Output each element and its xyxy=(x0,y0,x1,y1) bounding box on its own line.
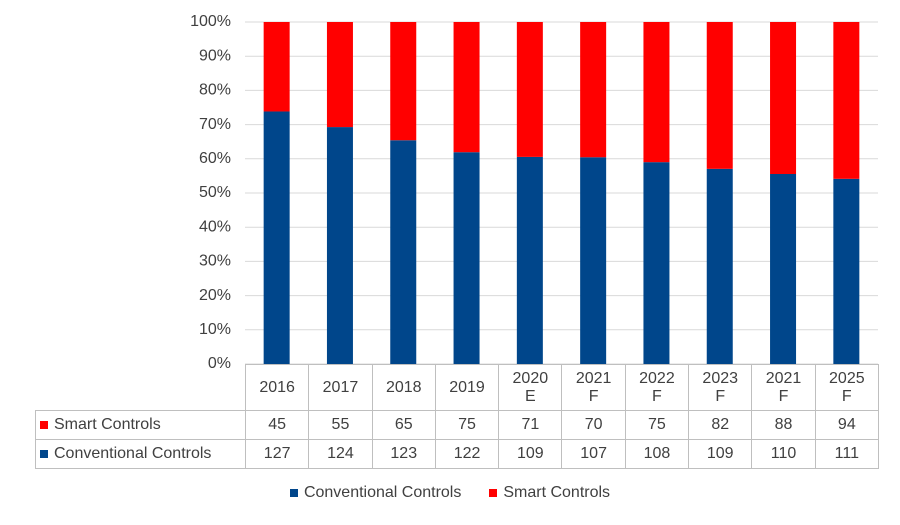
legend: Conventional Controls Smart Controls xyxy=(0,484,900,502)
x-tick-label: 2019 xyxy=(449,378,485,396)
value-cell: 110 xyxy=(751,439,816,469)
bar-segment xyxy=(516,22,543,157)
row-label: Conventional Controls xyxy=(35,439,246,469)
y-tick-label: 60% xyxy=(199,150,231,167)
bar-segment xyxy=(326,22,353,128)
value-cell: 109 xyxy=(688,439,753,469)
value-cell: 127 xyxy=(244,439,310,469)
y-tick-label: 10% xyxy=(199,321,231,338)
bar-segment xyxy=(833,22,860,179)
table-row: Smart Controls 45 55 65 75 71 70 75 82 88 94 xyxy=(35,410,879,440)
table-header-row: 2016 2017 2018 2019 2020 E 2021 F 2022 F 2023 F… xyxy=(35,364,879,411)
category-cell: 2016 xyxy=(244,364,310,411)
legend-key xyxy=(40,420,48,429)
y-tick-label: 80% xyxy=(199,82,231,99)
bar-segment xyxy=(833,178,860,364)
y-tick-label: 40% xyxy=(199,218,231,235)
x-tick-label: 2021 F xyxy=(765,369,802,405)
value-cell: 124 xyxy=(308,439,373,469)
y-tick-label: 100% xyxy=(190,13,231,30)
bar-segment xyxy=(706,22,733,169)
category-cell: 2025 F xyxy=(814,364,879,411)
category-cell: 2019 xyxy=(434,364,500,411)
category-cell: 2017 xyxy=(308,364,373,411)
table-corner xyxy=(35,364,246,411)
row-label-text: Smart Controls xyxy=(54,416,161,433)
bar-segment xyxy=(706,168,733,364)
legend-item: Conventional Controls xyxy=(289,484,462,501)
x-tick-label: 2017 xyxy=(322,378,359,396)
bar-segment xyxy=(453,152,480,364)
legend-label: Conventional Controls xyxy=(303,484,462,501)
value-cell: 65 xyxy=(371,410,436,440)
category-cell: 2018 xyxy=(371,364,436,411)
bar-segment xyxy=(643,22,670,163)
x-tick-label: 2020 E xyxy=(512,369,549,405)
legend-label: Smart Controls xyxy=(503,484,611,501)
x-tick-label: 2018 xyxy=(385,378,422,396)
y-tick-label: 20% xyxy=(199,287,231,304)
legend-key xyxy=(40,449,48,458)
y-tick-label: 30% xyxy=(199,253,231,270)
value-cell: 122 xyxy=(434,439,500,469)
value-cell: 107 xyxy=(561,439,626,469)
value-cell: 82 xyxy=(688,410,753,440)
x-tick-label: 2021 F xyxy=(575,369,612,405)
value-cell: 111 xyxy=(814,439,879,469)
data-table: 2016 2017 2018 2019 2020 E 2021 F 2022 F 2023 F… xyxy=(35,364,879,469)
value-cell: 109 xyxy=(498,439,563,469)
bar-segment xyxy=(390,140,417,364)
bar-segment xyxy=(263,22,290,112)
bar-segment xyxy=(580,22,607,158)
x-tick-label: 2025 F xyxy=(829,369,865,405)
value-cell: 108 xyxy=(624,439,690,469)
category-cell: 2023 F xyxy=(688,364,753,411)
bar-segment xyxy=(643,162,670,364)
y-tick-label: 70% xyxy=(199,116,231,133)
legend-key xyxy=(289,488,298,497)
bar-segment xyxy=(580,157,607,364)
value-cell: 75 xyxy=(624,410,690,440)
x-tick-label: 2016 xyxy=(259,378,295,396)
bar-segment xyxy=(326,127,353,364)
value-cell: 55 xyxy=(308,410,373,440)
bar-segment xyxy=(770,174,797,364)
bar-segment xyxy=(516,156,543,364)
category-cell: 2021 F xyxy=(561,364,626,411)
row-label-text: Conventional Controls xyxy=(54,445,212,462)
bar-segment xyxy=(453,22,480,153)
legend-key xyxy=(489,488,498,497)
row-label: Smart Controls xyxy=(35,410,246,440)
category-cell: 2020 E xyxy=(498,364,563,411)
x-tick-label: 2022 F xyxy=(639,369,675,405)
y-tick-label: 50% xyxy=(199,184,231,201)
table-row: Conventional Controls 127 124 123 122 109 107 1… xyxy=(35,439,879,469)
x-tick-label: 2023 F xyxy=(702,369,739,405)
value-cell: 70 xyxy=(561,410,626,440)
value-cell: 75 xyxy=(434,410,500,440)
y-tick-label: 90% xyxy=(199,47,231,64)
legend-item: Smart Controls xyxy=(489,484,610,501)
value-cell: 88 xyxy=(751,410,816,440)
bar-segment xyxy=(770,22,797,174)
value-cell: 71 xyxy=(498,410,563,440)
value-cell: 94 xyxy=(814,410,879,440)
bar-segment xyxy=(390,22,417,141)
value-cell: 123 xyxy=(371,439,436,469)
bar-segment xyxy=(263,111,290,364)
category-cell: 2021 F xyxy=(751,364,816,411)
value-cell: 45 xyxy=(244,410,310,440)
category-cell: 2022 F xyxy=(624,364,690,411)
